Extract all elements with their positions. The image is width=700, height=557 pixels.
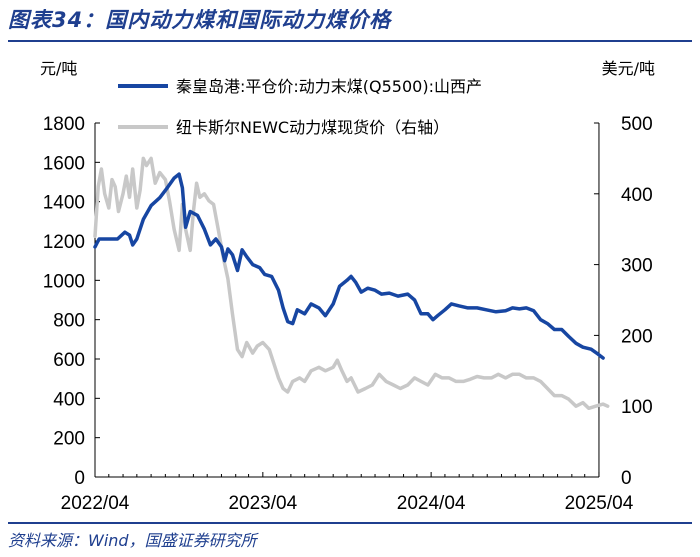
left-axis-tick-label: 0 xyxy=(74,468,85,489)
source-note: 资料来源：Wind，国盛证券研究所 xyxy=(8,531,257,550)
left-axis-tick-label: 1800 xyxy=(43,114,85,135)
figure-title: 图表34：国内动力煤和国际动力煤价格 xyxy=(8,8,392,32)
left-axis-tick-label: 1000 xyxy=(43,271,85,292)
x-axis-tick-label: 2023/04 xyxy=(228,493,297,514)
left-axis-tick-label: 1600 xyxy=(43,153,85,174)
legend-item-qinhuangdao-label: 秦皇岛港:平仓价:动力末煤(Q5500):山西产 xyxy=(176,77,482,96)
newc-price-line xyxy=(93,156,610,411)
left-axis-unit: 元/吨 xyxy=(40,59,77,78)
chart-axes: 0 200 400 600 800 1000 1200 1400 1600 1800 0 100 200… xyxy=(40,59,655,514)
right-axis-tick-label: 200 xyxy=(621,326,653,347)
source-divider xyxy=(8,522,692,524)
right-axis-tick-label: 300 xyxy=(621,256,653,277)
x-axis-tick-label: 2022/04 xyxy=(61,493,130,514)
left-axis-tick-label: 200 xyxy=(53,429,85,450)
right-axis-tick-label: 0 xyxy=(621,468,632,489)
legend-item-newc-label: 纽卡斯尔NEWC动力煤现货价（右轴） xyxy=(176,118,449,137)
chart-series xyxy=(93,156,610,411)
right-axis-tick-label: 100 xyxy=(621,397,653,418)
left-axis-tick-label: 1200 xyxy=(43,232,85,253)
right-axis-tick-label: 500 xyxy=(621,114,653,135)
chart-legend: 秦皇岛港:平仓价:动力末煤(Q5500):山西产纽卡斯尔NEWC动力煤现货价（右… xyxy=(118,77,482,137)
x-axis-tick-label: 2025/04 xyxy=(565,493,634,514)
left-axis-tick-label: 400 xyxy=(53,389,85,410)
title-underline xyxy=(8,40,692,42)
left-axis-tick-label: 600 xyxy=(53,350,85,371)
x-axis-tick-label: 2024/04 xyxy=(397,493,466,514)
right-axis-tick-label: 400 xyxy=(621,185,653,206)
left-axis-tick-label: 800 xyxy=(53,311,85,332)
left-axis-tick-label: 1400 xyxy=(43,193,85,214)
qinhuangdao-price-line xyxy=(93,172,605,360)
right-axis-unit: 美元/吨 xyxy=(602,59,655,78)
